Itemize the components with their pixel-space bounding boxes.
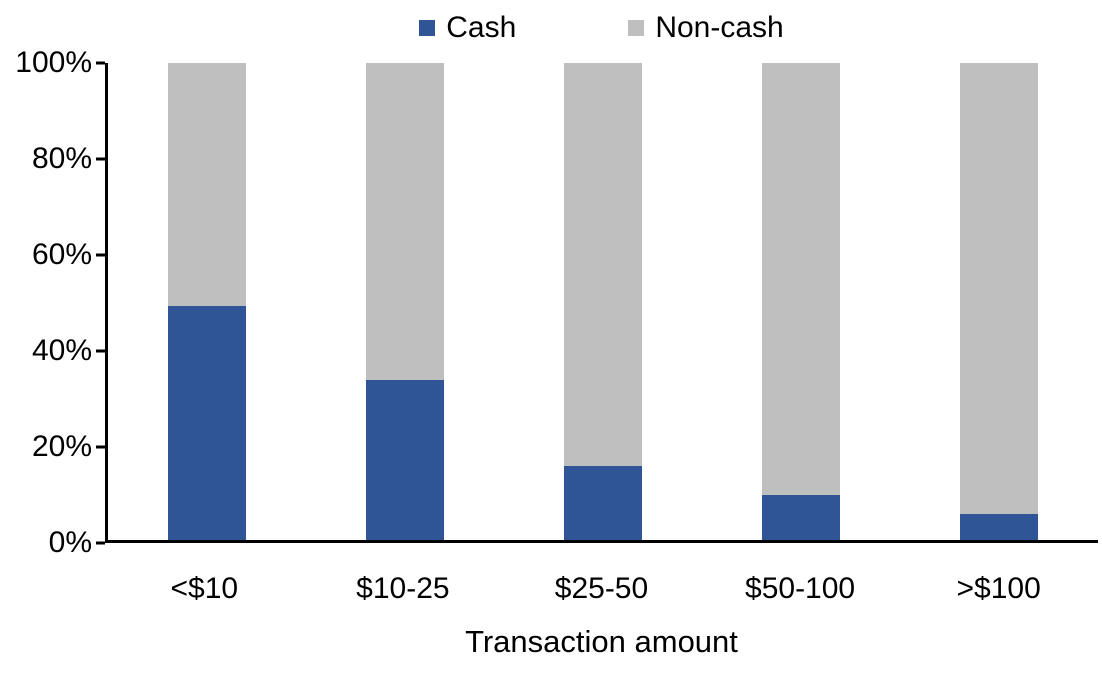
- x-tick-label: $50-100: [745, 572, 856, 605]
- bar-segment-non-cash: [168, 63, 246, 307]
- x-tick-label: $10-25: [356, 572, 450, 605]
- y-tick-label: 80%: [31, 142, 92, 175]
- bar-segment-cash: [366, 380, 444, 540]
- bar-slot: [702, 63, 900, 540]
- y-tick-label: 0%: [48, 526, 92, 559]
- x-tick-label: $25-50: [554, 572, 649, 605]
- bar-segment-non-cash: [960, 63, 1038, 514]
- bar-segment-cash: [762, 494, 840, 540]
- bar-slot: [108, 63, 306, 540]
- x-axis-labels: <$10 $10-25 $25-50 $50-100 >$100: [105, 572, 1098, 606]
- y-tick-label: 20%: [31, 430, 92, 463]
- non-cash-legend-label: Non-cash: [655, 11, 784, 44]
- bar-slot: [306, 63, 504, 540]
- y-tick-mark: [96, 157, 105, 161]
- bar-slot: [504, 63, 702, 540]
- legend-item-non-cash: Non-cash: [628, 10, 784, 46]
- y-tick-mark: [96, 61, 105, 65]
- bar-segment-cash: [168, 306, 246, 540]
- chart-legend: Cash Non-cash: [105, 10, 1098, 46]
- stacked-bar: [168, 63, 246, 540]
- stacked-bar: [564, 63, 642, 540]
- bar-segment-cash: [564, 466, 642, 540]
- y-tick-mark: [96, 253, 105, 257]
- stacked-bar: [366, 63, 444, 540]
- y-tick-label: 100%: [15, 46, 92, 79]
- y-tick-mark: [96, 445, 105, 449]
- y-tick-mark: [96, 541, 105, 545]
- x-tick-label: >$100: [956, 572, 1041, 605]
- bar-segment-non-cash: [564, 63, 642, 467]
- y-tick-mark: [96, 349, 105, 353]
- y-tick-label: 40%: [31, 334, 92, 367]
- bar-segment-cash: [960, 513, 1038, 540]
- cash-legend-swatch-icon: [419, 20, 436, 36]
- bar-segment-non-cash: [762, 63, 840, 495]
- non-cash-legend-swatch-icon: [628, 20, 645, 36]
- x-axis-title: Transaction amount: [465, 624, 738, 659]
- stacked-bar: [960, 63, 1038, 540]
- plot-area: [105, 63, 1098, 543]
- bar-segment-non-cash: [366, 63, 444, 381]
- bars-container: [108, 63, 1098, 540]
- x-tick-label: <$10: [170, 572, 239, 605]
- bar-slot: [900, 63, 1098, 540]
- y-tick-label: 60%: [31, 238, 92, 271]
- stacked-bar: [762, 63, 840, 540]
- legend-item-cash: Cash: [419, 10, 516, 46]
- cash-legend-label: Cash: [446, 11, 517, 44]
